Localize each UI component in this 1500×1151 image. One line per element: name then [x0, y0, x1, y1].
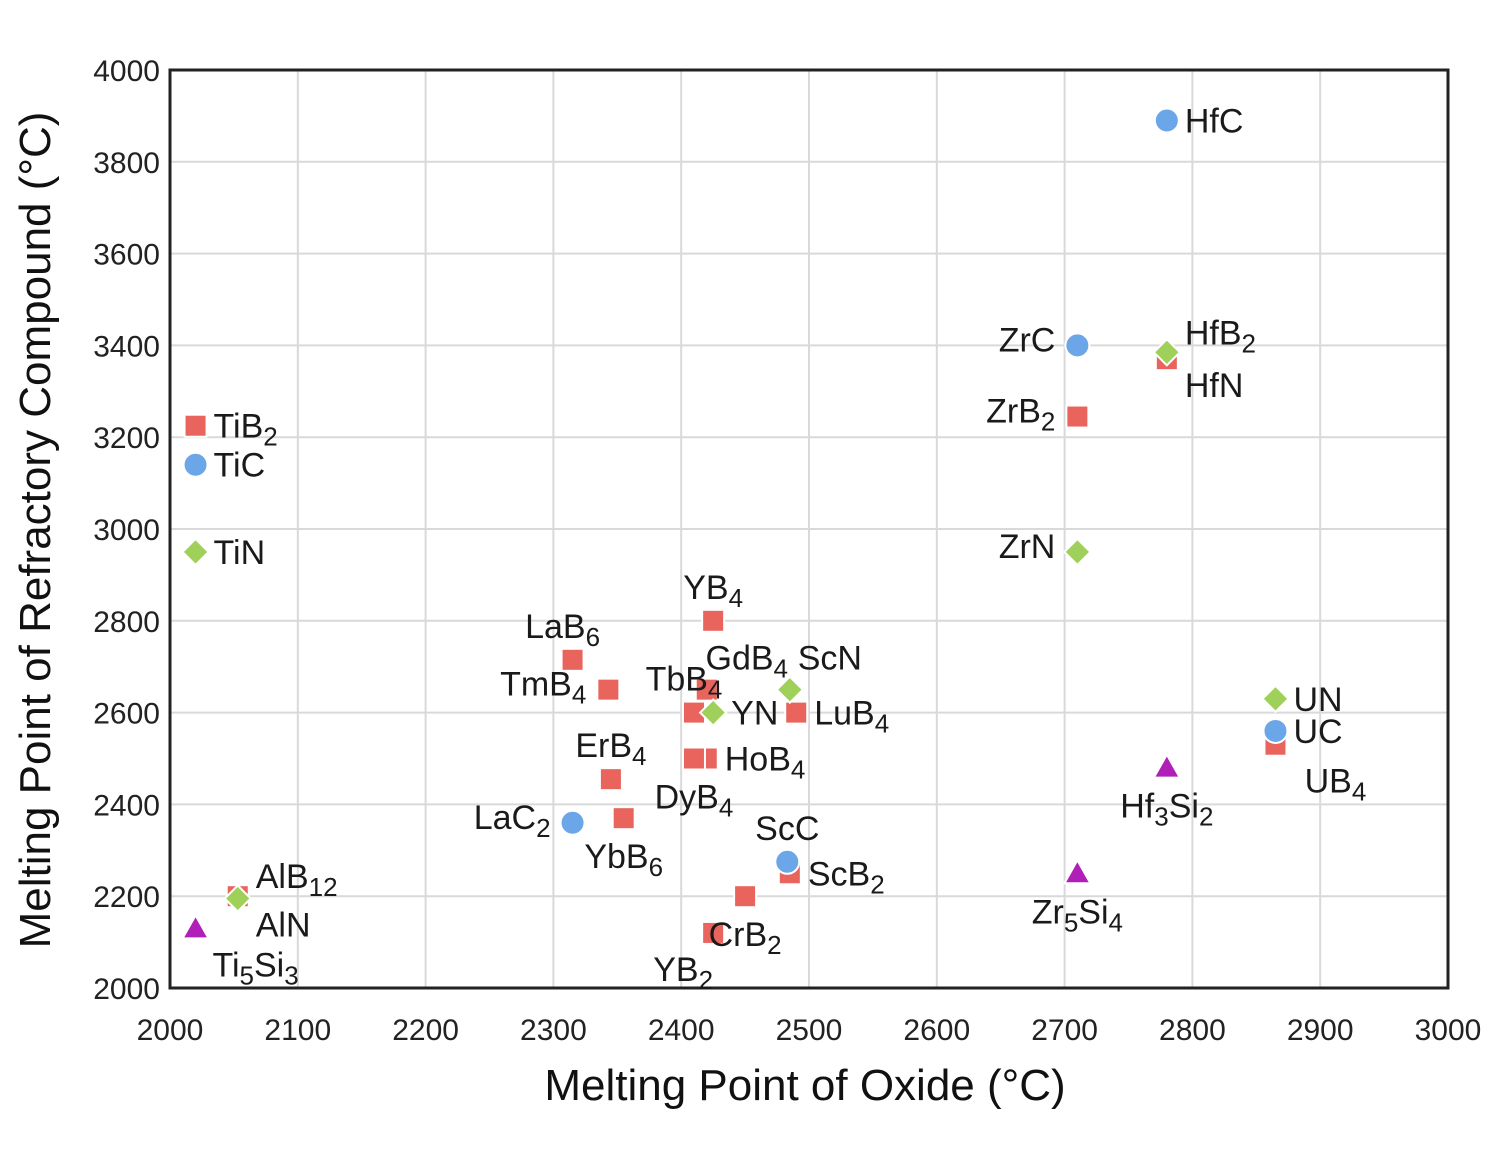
point-label: ScN — [798, 640, 862, 678]
boride-marker — [596, 677, 621, 702]
boride-marker — [694, 677, 719, 702]
y-tick-label: 4000 — [93, 55, 160, 88]
point-label: LaB6 — [525, 608, 600, 652]
axis-ticks: 2000 2100 2200 2300 2400 2500 2600 2700 2800 2900… — [93, 55, 1481, 1047]
silicide-marker — [180, 913, 211, 940]
point-label: TiN — [214, 534, 266, 572]
point-label: CrB2 — [709, 916, 782, 960]
carbide-marker — [1262, 717, 1289, 744]
point-label: HfN — [1185, 367, 1244, 405]
point-label: YbB6 — [584, 838, 663, 882]
point-label: LuB4 — [814, 695, 889, 739]
x-tick-label: 3000 — [1415, 1014, 1482, 1047]
y-tick-label: 3200 — [93, 422, 160, 455]
silicide-marker — [1062, 858, 1093, 885]
y-tick-label: 3000 — [93, 514, 160, 547]
point-label: YB2 — [653, 951, 713, 995]
point-label: AlN — [256, 906, 311, 944]
point-label: GdB4 — [706, 640, 789, 684]
carbide-marker — [1064, 332, 1091, 359]
x-tick-label: 2400 — [648, 1014, 715, 1047]
point-label: ScB2 — [808, 855, 885, 899]
point-label: ZrC — [999, 321, 1056, 359]
boride-marker — [183, 413, 208, 438]
boride-marker — [701, 608, 726, 633]
nitride-marker — [181, 537, 210, 567]
nitride-marker — [223, 884, 253, 913]
x-tick-label: 2700 — [1031, 1014, 1098, 1047]
boride-marker — [1065, 404, 1090, 429]
x-tick-label: 2800 — [1159, 1014, 1226, 1047]
point-label: ZrN — [999, 528, 1056, 566]
carbide-marker — [182, 451, 209, 478]
x-tick-label: 2300 — [520, 1014, 587, 1047]
point-label: UC — [1293, 713, 1342, 751]
point-label: AlB12 — [256, 858, 338, 902]
point-label: TiB2 — [214, 408, 278, 452]
y-axis-title: Melting Point of Refractory Compound (°C… — [11, 112, 60, 949]
x-axis-title: Melting Point of Oxide (°C) — [544, 1061, 1065, 1110]
point-label: TmB4 — [500, 666, 586, 710]
point-label: LaC2 — [474, 799, 551, 843]
point-label: ErB4 — [575, 727, 646, 771]
boride-marker — [598, 767, 623, 792]
grid-lines — [169, 69, 1449, 989]
point-label: Ti5Si3 — [212, 946, 298, 990]
y-tick-label: 2000 — [93, 973, 160, 1006]
carbide-marker — [559, 809, 586, 836]
y-tick-label: 2800 — [93, 606, 160, 639]
nitride-marker — [1261, 684, 1290, 714]
boride-marker — [681, 746, 706, 771]
y-tick-label: 3800 — [93, 147, 160, 180]
nitride-marker — [698, 698, 728, 728]
point-label: ScC — [755, 810, 819, 848]
y-tick-label: 3600 — [93, 239, 160, 272]
silicide-marker — [1152, 752, 1182, 779]
nitride-marker — [1062, 537, 1092, 567]
x-tick-label: 2100 — [264, 1014, 331, 1047]
y-tick-label: 2600 — [93, 698, 160, 731]
x-tick-label: 2600 — [903, 1014, 970, 1047]
point-label: Zr5Si4 — [1032, 893, 1123, 937]
point-label: UN — [1293, 681, 1342, 719]
x-tick-label: 2500 — [776, 1014, 843, 1047]
boride-marker — [733, 884, 758, 909]
boride-marker — [560, 647, 585, 672]
point-label: HfC — [1185, 102, 1244, 140]
y-tick-label: 2400 — [93, 789, 160, 822]
point-label: UB4 — [1305, 763, 1367, 807]
point-label: YN — [731, 695, 778, 733]
boride-marker — [701, 920, 726, 945]
point-label: TiC — [214, 447, 266, 485]
carbide-marker — [774, 848, 801, 875]
data-points — [180, 107, 1290, 945]
boride-marker — [611, 806, 636, 831]
carbide-marker — [1153, 107, 1180, 134]
y-tick-label: 2200 — [93, 881, 160, 914]
point-label: HoB4 — [725, 741, 806, 785]
x-tick-label: 2900 — [1287, 1014, 1354, 1047]
x-tick-label: 2200 — [392, 1014, 459, 1047]
point-label: Hf3Si2 — [1120, 788, 1213, 832]
boride-marker — [784, 700, 809, 725]
point-label: DyB4 — [655, 779, 734, 823]
point-label: TbB4 — [646, 661, 723, 705]
point-label: HfB2 — [1185, 314, 1256, 358]
point-label: ZrB2 — [986, 393, 1055, 437]
nitride-marker — [1152, 337, 1182, 367]
y-tick-label: 3400 — [93, 330, 160, 363]
x-tick-label: 2000 — [137, 1014, 204, 1047]
point-label: YB4 — [683, 569, 743, 613]
plot-frame — [168, 68, 1450, 990]
nitride-marker — [775, 675, 805, 705]
